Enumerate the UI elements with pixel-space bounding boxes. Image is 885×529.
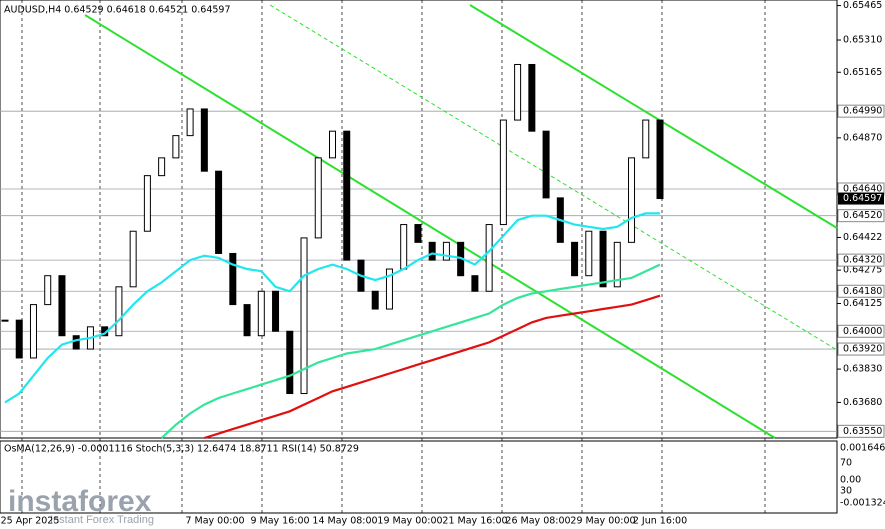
x-tick-label: 14 May 08:00: [312, 516, 377, 527]
level-box: [837, 104, 885, 118]
candle: [72, 335, 80, 350]
levels: [0, 110, 837, 432]
candle: [385, 268, 393, 310]
candle: [257, 290, 265, 337]
level-box: [837, 424, 885, 438]
candle: [585, 230, 593, 277]
level-box: [837, 253, 885, 267]
candle: [215, 170, 223, 254]
candle: [343, 130, 351, 261]
candle: [528, 63, 536, 132]
x-tick-label: 26 May 08:00: [505, 516, 570, 527]
candle: [1, 319, 9, 322]
level-label: 0.64990: [843, 106, 882, 117]
indicator-axis: 0.0016465 70 0.00 30 -0.0013245: [840, 443, 885, 509]
y-tick-label: 0.65465: [843, 0, 882, 11]
y-tick-label: 0.64125: [843, 298, 882, 309]
x-tick-label: 7 May 00:00: [185, 516, 244, 527]
candle: [143, 175, 151, 232]
y-tick-label: 0.65310: [843, 35, 882, 46]
indicator-label: -0.0013245: [840, 498, 885, 509]
current-price-label: 0.64597: [843, 193, 882, 204]
moving-average: [160, 263, 661, 439]
candle: [599, 230, 607, 288]
chart-title: AUDUSD,H4 0.64529 0.64618 0.64521 0.6459…: [4, 5, 231, 16]
y-tick-label: 0.64275: [843, 265, 882, 276]
current-price-box: [838, 192, 884, 205]
candle: [129, 230, 137, 288]
candle: [628, 157, 636, 243]
x-tick-label: 21 May 16:00: [442, 516, 507, 527]
candle: [485, 224, 493, 292]
level-box: [837, 209, 885, 223]
level-box: [837, 324, 885, 338]
candle: [272, 290, 280, 332]
x-tick-label: 29 May 00:00: [570, 516, 635, 527]
indicator-label: 70: [840, 458, 852, 469]
level-label: 0.63550: [843, 426, 882, 437]
candle: [286, 330, 294, 395]
candle: [400, 224, 408, 270]
candle: [229, 252, 237, 306]
candle: [428, 241, 436, 261]
x-tick-label: 2 Jun 16:00: [633, 516, 687, 527]
indicator-label: 0.00: [840, 475, 861, 486]
y-tick-label: 0.63680: [843, 397, 882, 408]
x-tick-label: 25 Apr 2025: [1, 516, 60, 527]
candle: [186, 108, 194, 137]
indicator-label: 0.0016465: [840, 443, 885, 454]
y-tick-label: 0.65165: [843, 67, 882, 78]
candle: [613, 241, 621, 288]
time-grid: [21, 0, 766, 513]
candle: [158, 157, 166, 177]
candle: [200, 108, 208, 172]
level-label: 0.63920: [843, 344, 882, 355]
indicator-panel: [0, 440, 838, 514]
candle: [656, 119, 664, 200]
candle: [471, 275, 479, 292]
candle: [414, 224, 422, 243]
candle: [172, 135, 180, 159]
candle: [29, 304, 37, 359]
y-tick-label: 0.64870: [843, 132, 882, 143]
candle: [514, 63, 522, 121]
level-box: [837, 284, 885, 298]
x-tick-label: 19 May 00:00: [377, 516, 442, 527]
candle: [571, 241, 579, 277]
candle: [314, 157, 322, 239]
candle: [642, 119, 650, 159]
candle: [15, 319, 23, 359]
y-tick-label: 0.63830: [843, 364, 882, 375]
candle: [300, 237, 308, 395]
moving-average: [4, 212, 660, 404]
candle: [499, 119, 507, 226]
level-label: 0.64520: [843, 210, 882, 221]
candle: [243, 304, 251, 337]
candle: [58, 275, 66, 337]
indicator-label: 30: [840, 486, 852, 497]
candle: [115, 286, 123, 337]
level-label: 0.64180: [843, 286, 882, 297]
level-label: 0.64640: [843, 183, 882, 194]
x-tick-label: 9 May 16:00: [250, 516, 309, 527]
indicator-title: OsMA(12,26,9) -0.0001116 Stoch(5,3,3) 12…: [4, 444, 359, 455]
level-label: 0.64320: [843, 255, 882, 266]
level-box: [837, 342, 885, 356]
y-tick-label: 0.64422: [843, 232, 882, 243]
level-label: 0.64000: [843, 326, 882, 337]
watermark-brand: instaforex: [8, 485, 152, 518]
candle: [371, 290, 379, 310]
moving-average: [203, 294, 661, 440]
candle: [442, 241, 450, 261]
candle: [44, 275, 52, 306]
candle: [542, 130, 550, 199]
watermark-tagline: Instant Forex Trading: [50, 514, 154, 526]
plot: [1, 63, 664, 440]
candle: [329, 130, 336, 159]
trend-lines: [84, 4, 838, 439]
